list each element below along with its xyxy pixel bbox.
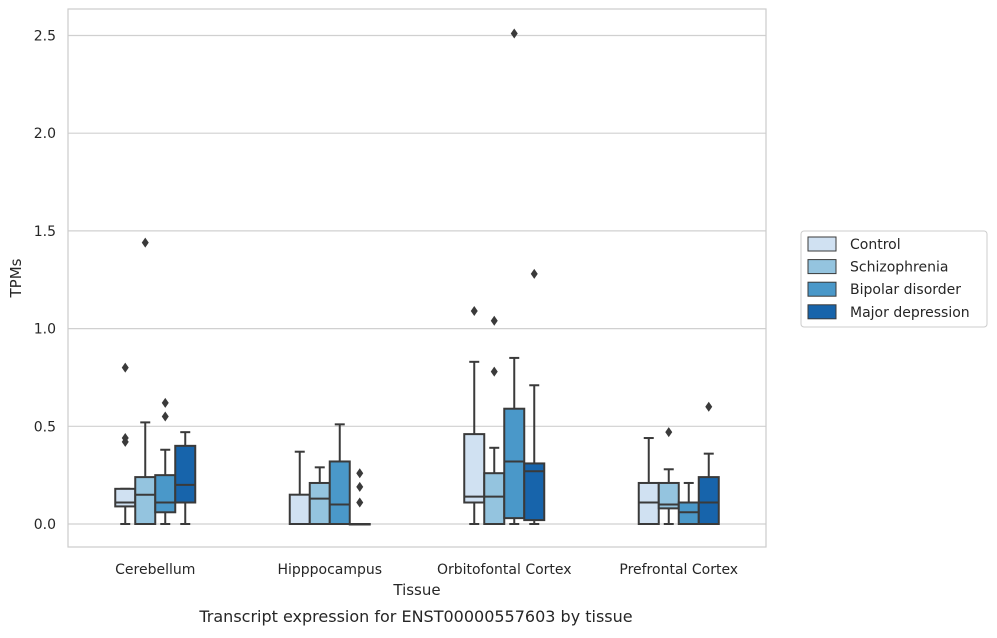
y-tick-label: 2.0 xyxy=(34,126,56,142)
y-axis-label: TPMs xyxy=(7,258,25,298)
plot-background xyxy=(68,9,766,547)
box xyxy=(328,460,351,525)
box xyxy=(174,444,197,504)
box xyxy=(114,487,137,508)
outlier-point xyxy=(161,411,169,422)
box xyxy=(657,481,680,510)
box xyxy=(308,481,331,526)
boxes xyxy=(114,28,720,526)
x-axis-ticks: Cerebellum Hipppocampus Orbitofontal Corte… xyxy=(115,562,738,578)
y-tick-label: 2.5 xyxy=(34,29,56,45)
box xyxy=(483,472,506,526)
legend-frame xyxy=(800,230,988,328)
outlier-point xyxy=(510,28,518,39)
legend-label: Major depression xyxy=(850,305,970,321)
box-group xyxy=(523,268,546,525)
legend-label: Control xyxy=(850,237,901,253)
box xyxy=(697,476,720,526)
outlier-point xyxy=(490,315,498,326)
box-group xyxy=(463,306,486,525)
box-group xyxy=(174,431,197,525)
box xyxy=(503,407,526,520)
x-tick-label: Hipppocampus xyxy=(277,562,382,578)
y-tick-label: 1.5 xyxy=(34,224,56,240)
legend-label: Schizophrenia xyxy=(850,260,948,276)
box-group xyxy=(328,423,351,525)
y-tick-label: 0.5 xyxy=(34,419,56,435)
x-axis-label: Tissue xyxy=(392,581,440,599)
y-axis-ticks: 0.0 0.5 1.0 1.5 2.0 2.5 xyxy=(34,29,56,534)
chart-caption: Transcript expression for ENST0000055760… xyxy=(198,607,632,626)
outlier-point xyxy=(470,306,478,317)
legend-swatch xyxy=(807,236,837,252)
outlier-point xyxy=(356,481,364,492)
box-group xyxy=(637,437,660,526)
outlier-point xyxy=(121,436,129,447)
box-group xyxy=(503,28,526,525)
outlier-point xyxy=(705,401,713,412)
outlier-point xyxy=(161,397,169,408)
box-group xyxy=(657,427,680,525)
box xyxy=(288,493,311,526)
y-tick-label: 0.0 xyxy=(34,517,56,533)
legend-label: Bipolar disorder xyxy=(850,282,961,298)
outlier-point xyxy=(356,497,364,508)
box xyxy=(523,462,546,522)
box xyxy=(134,476,157,526)
y-tick-label: 1.0 xyxy=(34,322,56,338)
legend-swatch xyxy=(807,281,837,297)
outlier-point xyxy=(356,468,364,479)
x-tick-label: Orbitofontal Cortex xyxy=(437,562,572,578)
legend: Control Schizophrenia Bipolar disorder Majo… xyxy=(800,230,988,328)
box-group xyxy=(348,468,371,526)
outlier-point xyxy=(530,268,538,279)
box xyxy=(154,474,177,514)
box-group xyxy=(483,315,506,526)
legend-swatch xyxy=(807,304,837,320)
outlier-point xyxy=(490,366,498,377)
plot-frame xyxy=(67,8,767,548)
box-group xyxy=(677,481,700,526)
box xyxy=(463,433,486,504)
outlier-point xyxy=(141,237,149,248)
outlier-point xyxy=(121,362,129,373)
box-group xyxy=(697,401,720,526)
x-tick-label: Cerebellum xyxy=(115,562,195,578)
outlier-point xyxy=(665,427,673,438)
x-tick-label: Prefrontal Cortex xyxy=(619,562,738,578)
legend-swatch xyxy=(807,259,837,275)
